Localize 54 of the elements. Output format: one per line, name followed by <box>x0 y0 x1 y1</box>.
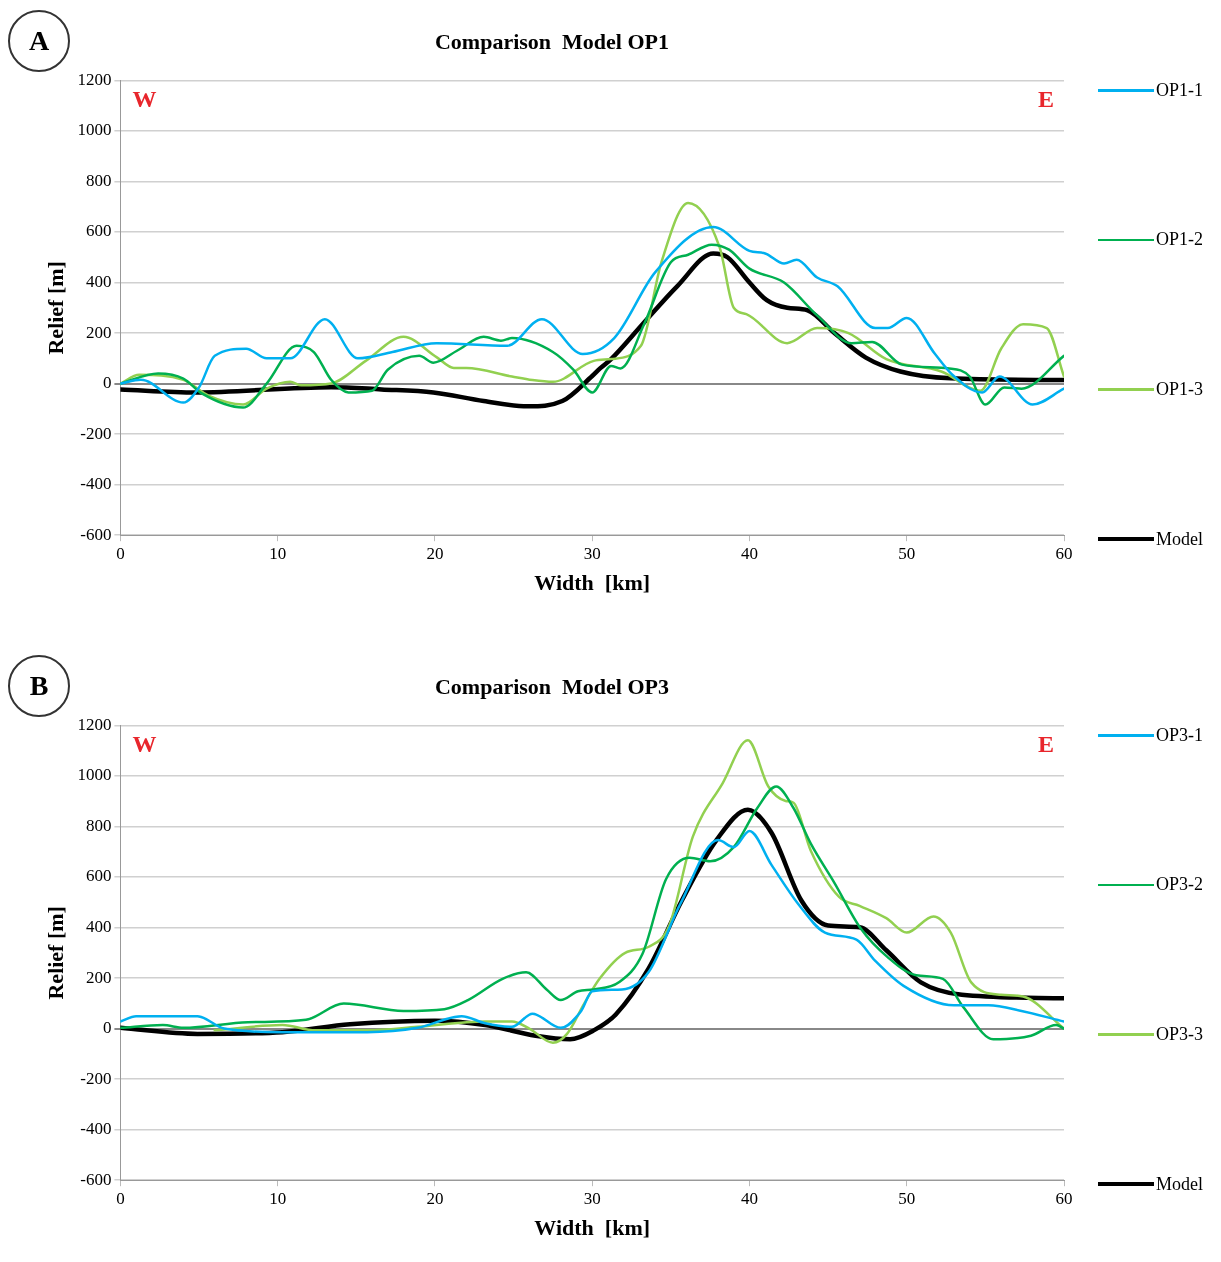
annotation: W <box>132 730 157 757</box>
x-tick-label: 30 <box>583 1188 601 1208</box>
y-tick-label: -600 <box>80 524 112 544</box>
legend-label: OP3-1 <box>1156 724 1204 746</box>
y-tick-label: 800 <box>85 170 112 190</box>
legend-label: OP1-2 <box>1156 229 1204 251</box>
y-tick-label: 400 <box>85 917 112 936</box>
y-tick-label: 600 <box>85 221 112 241</box>
y-tick-label: 0 <box>102 1018 112 1038</box>
chart-title: Comparison Model OP3 <box>434 673 670 699</box>
legend-label: Model <box>1156 528 1203 550</box>
annotation: E <box>1037 730 1054 757</box>
y-tick-label: 1000 <box>77 120 112 140</box>
circle-label: B <box>8 655 70 717</box>
y-tick-label: -600 <box>80 1169 112 1189</box>
y-tick-label: -400 <box>80 1119 112 1139</box>
x-tick-label: 10 <box>269 1188 287 1208</box>
circle-label: A <box>8 10 70 72</box>
x-tick-label: 0 <box>116 1188 125 1208</box>
x-tick-label: 40 <box>740 1188 758 1208</box>
annotation: E <box>1037 85 1054 112</box>
legend-label: OP1-3 <box>1156 379 1204 401</box>
x-tick-label: 0 <box>116 543 125 563</box>
x-axis-title: Width [km] <box>534 570 651 596</box>
x-tick-label: 40 <box>740 543 758 563</box>
x-tick-label: 60 <box>1055 543 1073 563</box>
chart-title: Comparison Model OP1 <box>434 28 670 54</box>
y-tick-label: 600 <box>85 866 112 886</box>
y-axis-title: Relief [m] <box>42 261 68 355</box>
x-tick-label: 30 <box>583 543 601 563</box>
y-tick-label: 1000 <box>77 765 112 785</box>
y-tick-label: 200 <box>85 322 112 342</box>
legend-label: OP3-2 <box>1156 874 1204 896</box>
y-tick-label: 0 <box>102 373 112 393</box>
x-tick-label: 50 <box>898 543 916 563</box>
y-tick-label: 1200 <box>77 714 112 734</box>
annotation: W <box>132 85 157 112</box>
y-axis-title: Relief [m] <box>42 906 68 1000</box>
x-axis-title: Width [km] <box>534 1215 651 1241</box>
x-tick-label: 50 <box>898 1188 916 1208</box>
y-tick-label: -200 <box>80 423 112 443</box>
y-tick-label: -200 <box>80 1068 112 1088</box>
y-tick-label: 400 <box>85 272 112 291</box>
x-tick-label: 20 <box>426 543 444 563</box>
y-tick-label: 200 <box>85 967 112 987</box>
x-tick-label: 20 <box>426 1188 444 1208</box>
legend-label: Model <box>1156 1173 1203 1195</box>
x-tick-label: 60 <box>1055 1188 1073 1208</box>
y-tick-label: 800 <box>85 815 112 835</box>
legend-label: OP1-1 <box>1156 79 1204 101</box>
x-tick-label: 10 <box>269 543 287 563</box>
y-tick-label: -400 <box>80 474 112 494</box>
y-tick-label: 1200 <box>77 69 112 89</box>
legend-label: OP3-3 <box>1156 1024 1204 1046</box>
